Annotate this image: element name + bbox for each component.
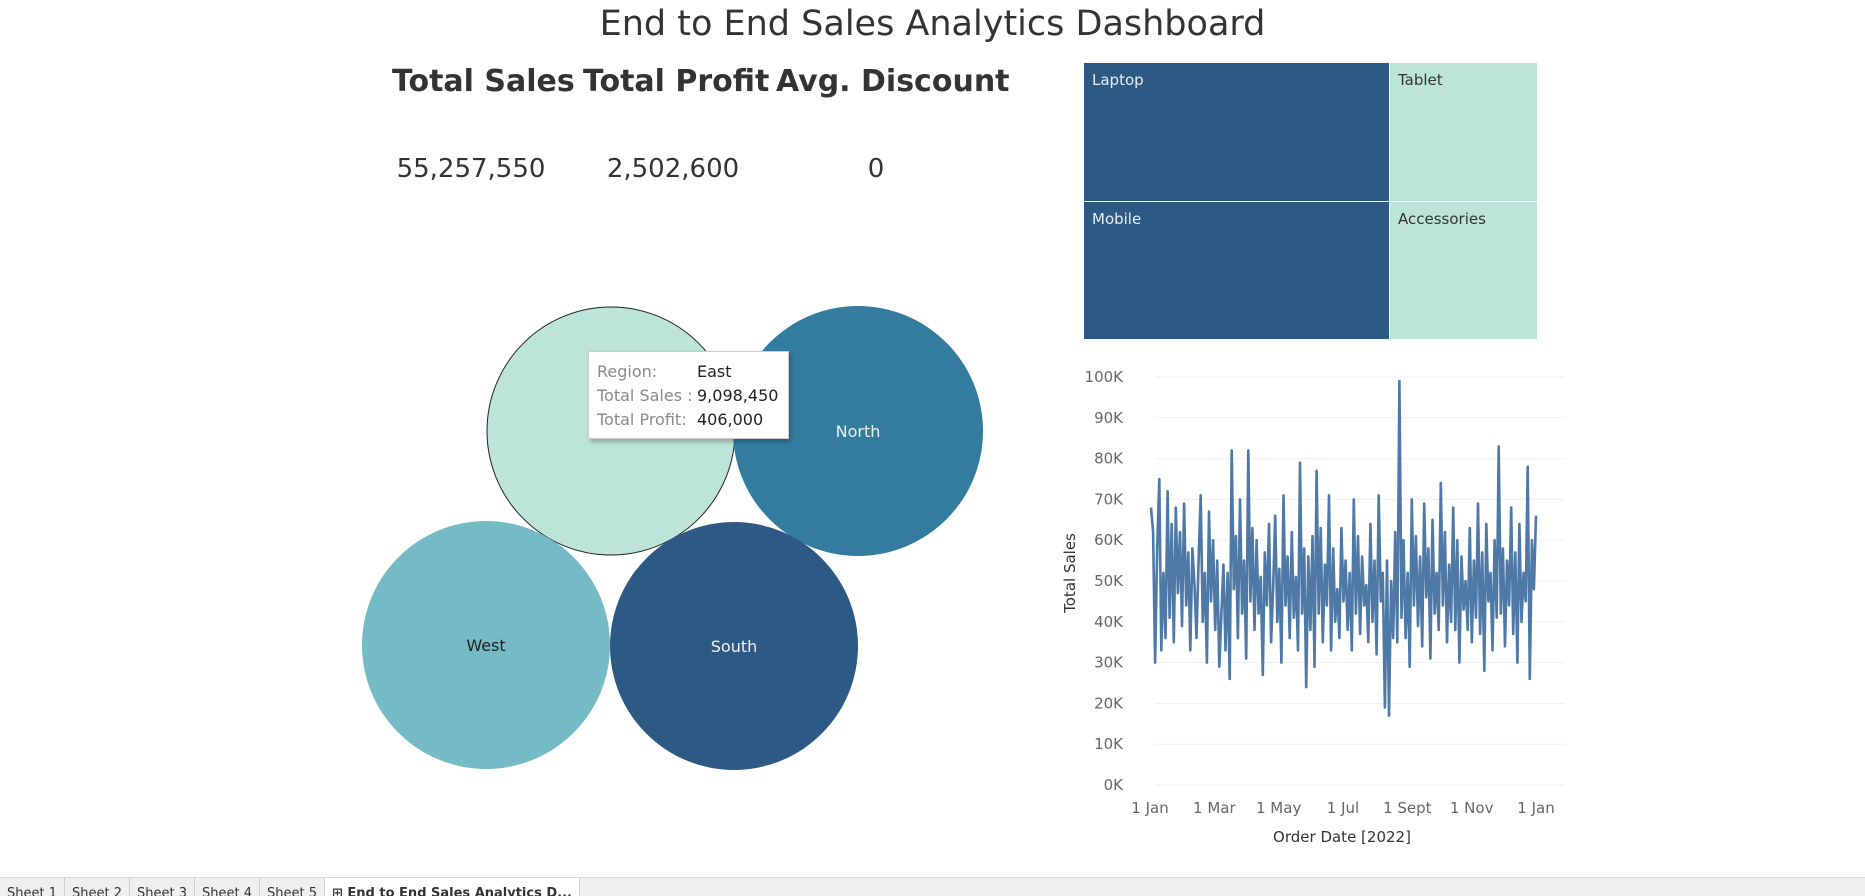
treemap-tile-label: Tablet [1398, 71, 1443, 89]
x-tick-label: 1 Jul [1327, 799, 1359, 817]
bubble-south[interactable] [610, 522, 858, 770]
tab-dashboard[interactable]: ⊞ End to End Sales Analytics D... [325, 878, 580, 896]
dashboard-title: End to End Sales Analytics Dashboard [599, 4, 1266, 44]
tab-sheet-1[interactable]: Sheet 1 [0, 878, 65, 896]
y-tick-label: 40K [1094, 613, 1124, 631]
bubble-south-label: South [711, 637, 758, 656]
y-tick-label: 80K [1094, 450, 1124, 468]
bubble-west-label: West [466, 636, 505, 655]
x-tick-label: 1 Nov [1450, 799, 1494, 817]
bubble-north-label: North [836, 422, 881, 441]
y-tick-label: 70K [1094, 490, 1124, 508]
x-tick-label: 1 Jan [1131, 799, 1168, 817]
tooltip-key: Total Sales : [597, 386, 693, 405]
treemap-tile-accessories[interactable]: Accessories [1390, 202, 1537, 339]
x-tick-label: 1 Jan [1517, 799, 1554, 817]
treemap-tile-label: Mobile [1092, 210, 1142, 228]
tab-sheet-3[interactable]: Sheet 3 [130, 878, 195, 896]
x-tick-labels: 1 Jan 1 Mar 1 May 1 Jul 1 Sept 1 Nov 1 Jan [1131, 799, 1554, 817]
kpi-total-profit-label: Total Profit [583, 64, 770, 99]
tooltip-key: Region: [597, 362, 658, 381]
kpi-total-sales-label: Total Sales [392, 64, 575, 99]
y-tick-label: 0K [1104, 776, 1125, 794]
y-tick-label: 20K [1094, 694, 1124, 712]
tooltip-value: East [697, 362, 732, 381]
treemap-tile-label: Accessories [1398, 210, 1486, 228]
y-axis-title: Total Sales [1061, 533, 1079, 614]
kpi-total-sales-value: 55,257,550 [396, 154, 546, 184]
tab-sheet-4[interactable]: Sheet 4 [195, 878, 260, 896]
bubble-north[interactable] [733, 306, 983, 556]
tooltip-key: Total Profit: [597, 410, 687, 429]
x-axis-title: Order Date [2022] [1273, 828, 1411, 846]
kpi-avg-discount-value: 0 [867, 154, 885, 184]
tooltip-row-total-profit: Total Profit: 406,000 [597, 408, 788, 432]
y-tick-labels: 0K 10K 20K 30K 40K 50K 60K 70K 80K 90K 100K [1085, 368, 1125, 794]
kpi-total-profit-value: 2,502,600 [606, 154, 740, 184]
treemap-tile-mobile[interactable]: Mobile [1084, 202, 1389, 339]
tooltip-row-total-sales: Total Sales :9,098,450 [597, 384, 788, 408]
tab-sheet-2[interactable]: Sheet 2 [65, 878, 130, 896]
product-treemap: Laptop Tablet Mobile Accessories [1084, 63, 1537, 339]
tab-sheet-5[interactable]: Sheet 5 [260, 878, 325, 896]
x-tick-label: 1 May [1256, 799, 1301, 817]
sheet-tab-bar: Sheet 1 Sheet 2 Sheet 3 Sheet 4 Sheet 5 ⊞ End… [0, 877, 1865, 896]
y-tick-label: 100K [1085, 368, 1125, 386]
x-tick-label: 1 Sept [1383, 799, 1432, 817]
treemap-tile-tablet[interactable]: Tablet [1390, 63, 1537, 201]
region-bubble-chart: North West South [362, 306, 983, 770]
tooltip-value: 9,098,450 [697, 386, 779, 405]
bubble-west[interactable] [362, 521, 610, 769]
treemap-tile-label: Laptop [1092, 71, 1144, 89]
tooltip-value: 406,000 [697, 410, 764, 429]
y-tick-label: 10K [1094, 735, 1124, 753]
y-tick-label: 60K [1094, 531, 1124, 549]
treemap-tile-laptop[interactable]: Laptop [1084, 63, 1389, 201]
tooltip-row-region: Region: East [597, 360, 788, 384]
y-tick-label: 90K [1094, 409, 1124, 427]
kpi-avg-discount-label: Avg. Discount [776, 64, 1010, 99]
y-tick-label: 50K [1094, 572, 1124, 590]
x-tick-label: 1 Mar [1193, 799, 1236, 817]
region-tooltip: Region: East Total Sales :9,098,450 Total… [588, 351, 789, 439]
sales-series-line[interactable] [1149, 379, 1538, 717]
y-tick-label: 30K [1094, 654, 1124, 672]
